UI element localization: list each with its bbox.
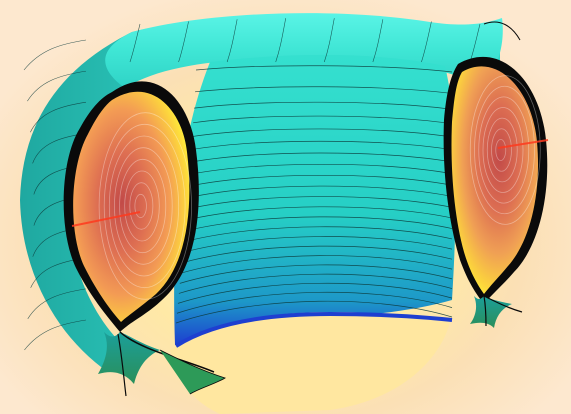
left-cross-section (73, 91, 190, 322)
flux-surface (124, 170, 160, 242)
mesh-line (195, 86, 453, 94)
flux-surface (119, 158, 167, 254)
flux-surface (134, 193, 147, 219)
mesh-line (191, 140, 453, 151)
mesh-line (175, 300, 453, 324)
mesh-line (30, 101, 87, 133)
flux-surface (129, 182, 154, 230)
mesh-line (194, 101, 453, 110)
mesh-line (192, 128, 453, 138)
mesh-line (372, 19, 384, 63)
mesh-line (185, 206, 453, 221)
flux-surface (482, 107, 524, 193)
mesh-line (188, 174, 453, 187)
mesh-line (23, 39, 87, 71)
mesh-line (179, 264, 453, 284)
mesh-line (27, 288, 87, 320)
mesh-line (178, 21, 189, 63)
flux-surface (98, 112, 192, 300)
right-divertor (470, 296, 512, 328)
mesh-line (183, 226, 453, 243)
left-divertor (98, 332, 160, 384)
flux-surface (469, 75, 541, 225)
mesh-line (181, 245, 453, 264)
flux-surface (114, 147, 173, 265)
mesh-line (193, 115, 453, 124)
mesh-line (27, 70, 87, 102)
mesh-line (195, 65, 453, 73)
flux-surface (103, 123, 186, 289)
mesh-line (184, 216, 453, 232)
torus-top-surface (105, 13, 503, 89)
mesh-line (177, 282, 453, 304)
mesh-line (186, 196, 453, 210)
right-cross-section (451, 66, 539, 295)
torus-inner-wall (174, 54, 456, 346)
flux-surface (486, 117, 518, 183)
mesh-line (176, 291, 453, 314)
mesh-line (189, 163, 453, 175)
right-axis-marker (497, 139, 549, 149)
torus-hole (170, 312, 450, 414)
mesh-line (187, 185, 453, 199)
mesh-line (24, 319, 87, 351)
flux-surface (478, 96, 530, 204)
flux-surface (108, 135, 180, 277)
mesh-line (180, 255, 453, 274)
mesh-line (190, 152, 453, 163)
mesh-line (226, 19, 238, 63)
mesh-line (178, 273, 453, 294)
flux-surface (474, 85, 535, 215)
mesh-line (182, 236, 453, 253)
flux-surface (495, 138, 507, 162)
mesh-line (129, 23, 141, 63)
mesh-line (421, 21, 432, 63)
mesh-line (275, 18, 287, 63)
mesh-line (324, 18, 335, 63)
left-axis-marker (71, 211, 141, 227)
flux-surface (491, 128, 512, 172)
